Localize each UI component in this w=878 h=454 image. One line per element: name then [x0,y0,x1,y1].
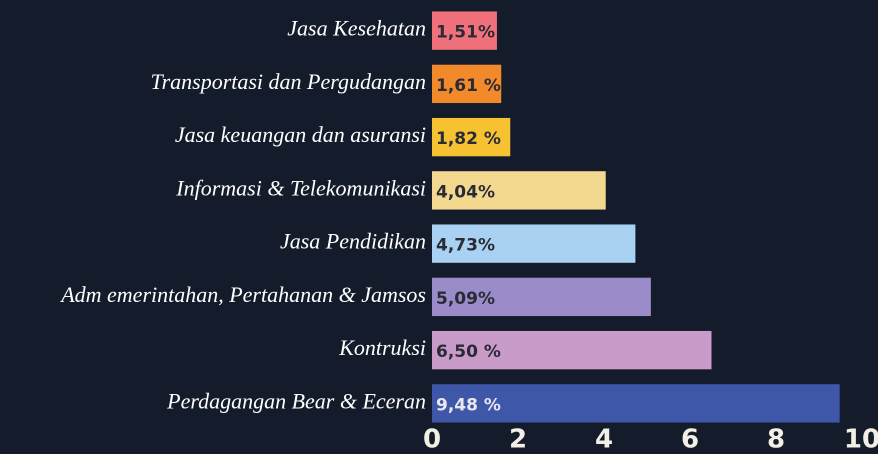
bar [432,64,502,104]
bar [432,171,606,210]
value-label: 1,61 % [436,76,501,96]
value-label: 9,48 % [436,395,501,415]
bar [432,11,497,50]
x-tick-label: 10 [844,425,878,454]
category-label: Informasi & Telekomunikasi [175,175,426,200]
bar [432,224,636,263]
value-label: 4,73% [436,236,495,256]
x-tick-label: 8 [767,425,785,454]
x-tick-label: 6 [681,425,699,454]
x-tick-label: 4 [595,425,613,454]
x-tick-label: 2 [509,425,527,454]
value-label: 1,51% [436,23,495,43]
bar [432,277,651,317]
category-label: Transportasi dan Pergudangan [151,69,426,94]
category-label: Perdagangan Bear & Eceran [166,388,426,413]
value-label: 5,09% [436,289,495,309]
category-label: Jasa Kesehatan [287,16,426,41]
category-label: Jasa keuangan dan asuransi [175,122,426,147]
category-label: Adm emerintahan, Pertahanan & Jamsos [59,282,426,307]
x-tick-label: 0 [423,425,441,454]
bar [432,330,712,370]
bar [432,117,511,157]
value-label: 6,50 % [436,342,501,362]
value-label: 1,82 % [436,129,501,149]
bar [432,384,840,423]
category-label: Kontruksi [338,335,426,360]
category-label: Jasa Pendidikan [280,229,426,254]
value-label: 4,04% [436,182,495,202]
